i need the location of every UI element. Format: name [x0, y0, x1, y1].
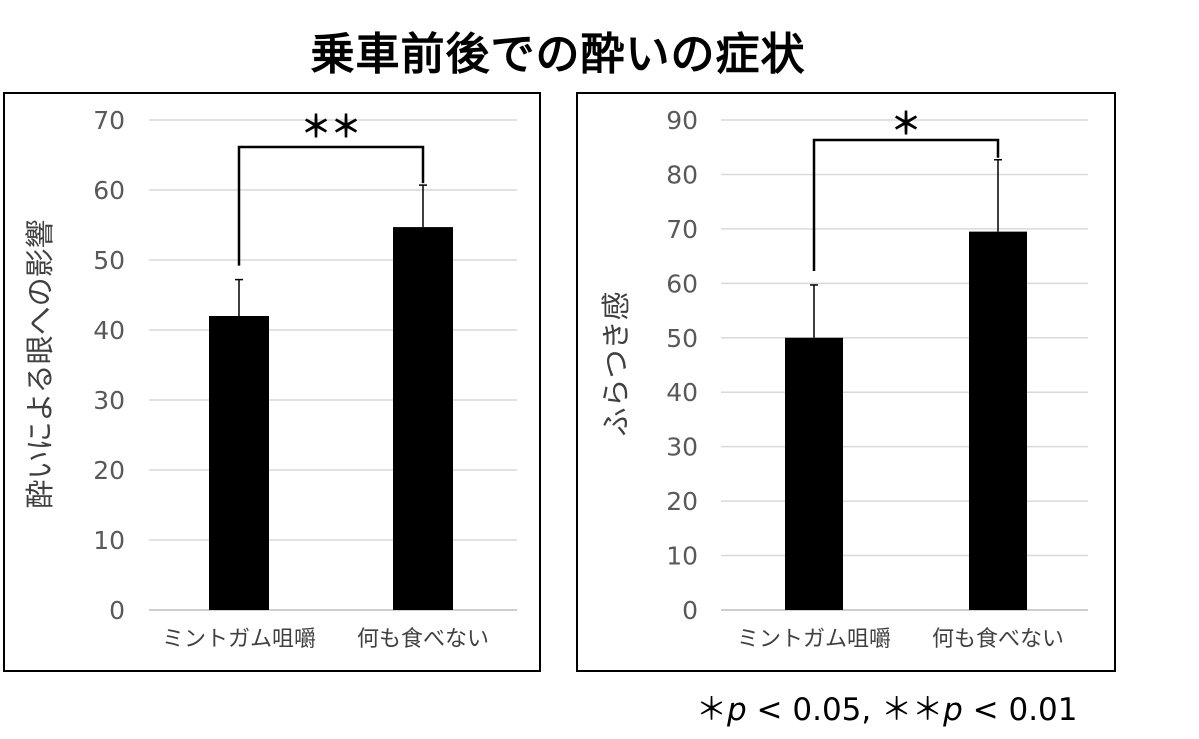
y-axis-label: 酔いによる眼への影響 — [23, 219, 57, 508]
y-tick-label: 50 — [93, 246, 125, 275]
significance-bracket — [812, 138, 1000, 271]
y-tick-label: 50 — [666, 324, 698, 353]
y-axis-label: ふらつき感 — [599, 291, 633, 436]
y-tick-label: 90 — [666, 106, 698, 135]
y-tick-label: 30 — [666, 433, 698, 462]
page-title: 乗車前後での酔いの症状 — [310, 29, 806, 80]
footnote-star-single: ＊ — [696, 692, 727, 728]
bar — [969, 231, 1027, 610]
y-tick-label: 10 — [93, 526, 125, 555]
footnote-p-symbol-1: p — [727, 692, 747, 728]
footnote-threshold-1: < 0.05, — [746, 692, 882, 728]
significance-marker: ＊＊ — [301, 110, 361, 145]
x-category-label: ミントガム咀嚼 — [162, 627, 316, 652]
chart-panel-eye-effect: 0 10 20 30 40 50 60 70 酔いによる眼への影響ミントガム咀嚼 何も食べない ＊＊ — [3, 92, 541, 672]
chart-panel-dizziness: 0 10 20 30 40 50 60 70 80 90 ふらつき感ミントガム咀嚼 何も食べない ＊ — [576, 92, 1116, 672]
y-tick-label: 40 — [666, 378, 698, 407]
y-tick-label: 80 — [666, 160, 698, 189]
y-tick-label: 70 — [93, 106, 125, 135]
bar — [393, 227, 453, 610]
y-tick-label: 60 — [93, 176, 125, 205]
y-tick-label: 40 — [93, 316, 125, 345]
footnote-threshold-2: < 0.01 — [962, 692, 1078, 728]
y-tick-label: 70 — [666, 215, 698, 244]
significance-marker: ＊ — [891, 107, 921, 142]
bar — [209, 316, 269, 610]
y-tick-label: 20 — [666, 487, 698, 516]
y-tick-label: 10 — [666, 542, 698, 571]
significance-footnote: ＊p < 0.05, ＊＊p < 0.01 — [696, 684, 1078, 729]
y-tick-label: 60 — [666, 269, 698, 298]
y-tick-label: 0 — [109, 596, 125, 625]
x-category-label: 何も食べない — [932, 627, 1064, 652]
y-tick-label: 0 — [682, 596, 698, 625]
footnote-star-double: ＊＊ — [881, 692, 944, 728]
x-category-label: 何も食べない — [357, 627, 489, 652]
x-category-label: ミントガム咀嚼 — [737, 627, 891, 652]
y-tick-label: 30 — [93, 386, 125, 415]
significance-bracket — [237, 145, 425, 266]
bar — [785, 337, 843, 610]
y-tick-label: 20 — [93, 456, 125, 485]
footnote-p-symbol-2: p — [943, 692, 963, 728]
